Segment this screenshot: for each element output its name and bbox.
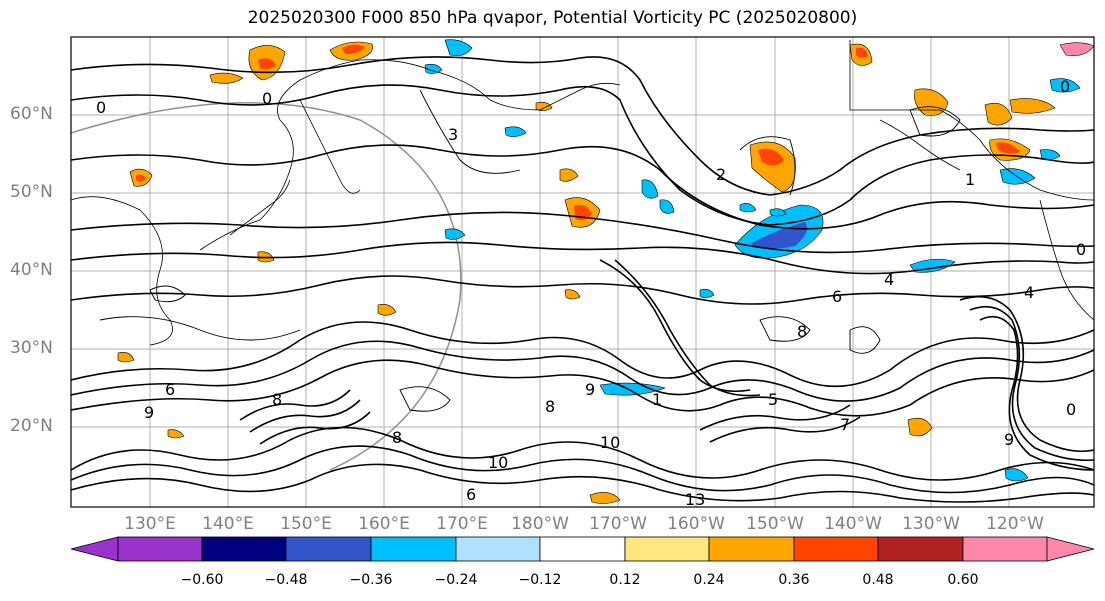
contour-label: 5 (768, 390, 778, 409)
colorbar-tick: 0.36 (778, 572, 810, 588)
contour-label: 9 (144, 403, 154, 422)
colorbar-tick: −0.60 (180, 572, 224, 588)
colorbar-segment (539, 536, 626, 562)
colorbar-segment (455, 536, 541, 562)
colorbar-segment (793, 536, 879, 562)
colorbar-tick: −0.48 (264, 572, 308, 588)
coastlines (71, 40, 1094, 346)
lon-label-130w: 130°W (902, 514, 960, 534)
colorbar-tick: 0.60 (947, 572, 979, 588)
lon-label-170w: 170°W (589, 514, 647, 534)
contour-label: 1 (652, 390, 662, 409)
colorbar-segment (708, 536, 795, 562)
contour-label: 0 (96, 98, 106, 117)
colorbar-tick: 0.48 (862, 572, 894, 588)
lon-label-150e: 150°E (280, 514, 332, 534)
colorbar-segment (624, 536, 710, 562)
contour-label: 6 (832, 287, 842, 306)
colorbar-tick: −0.12 (518, 572, 562, 588)
colorbar-segment (117, 536, 203, 562)
contour-label: 2 (716, 165, 726, 184)
contour-label: 0 (1066, 400, 1076, 419)
contour-label: 8 (392, 428, 402, 447)
contour-label: 3 (448, 125, 458, 144)
colorbar-extend-low (70, 536, 119, 562)
lat-label-30n: 30°N (10, 338, 53, 358)
colorbar-segment (370, 536, 457, 562)
map-panel: 0 0 3 2 4 6 8 4 0 0 9 8 1 5 7 6 9 8 8 10… (71, 37, 1094, 509)
reference-circle (71, 102, 462, 471)
contour-lines (71, 56, 1094, 503)
contour-label: 10 (488, 453, 508, 472)
contour-label: 4 (884, 270, 894, 289)
lon-label-130e: 130°E (124, 514, 176, 534)
lon-label-140w: 140°W (824, 514, 882, 534)
contour-label: 9 (585, 380, 595, 399)
colorbar-tick: −0.24 (434, 572, 478, 588)
contour-label: 7 (840, 415, 850, 434)
colorbar-segment (877, 536, 964, 562)
lon-label-160w: 160°W (667, 514, 725, 534)
gridlines (71, 37, 1094, 507)
contour-label: 8 (797, 322, 807, 341)
map-title: 2025020300 F000 850 hPa qvapor, Potentia… (247, 8, 858, 28)
contour-lines-thin (99, 89, 961, 412)
map-frame (70, 36, 1095, 508)
colorbar-segment (201, 536, 287, 562)
colorbar-tick: 0.24 (693, 572, 725, 588)
colorbar-segment (285, 536, 372, 562)
contour-label: 8 (272, 390, 282, 409)
contour-label: 8 (545, 397, 555, 416)
contour-label: 10 (600, 433, 620, 452)
colorbar (70, 536, 1095, 562)
colorbar-tick: −0.36 (349, 572, 393, 588)
contour-label: 9 (1004, 430, 1014, 449)
contour-label: 6 (466, 485, 476, 504)
lon-label-120w: 120°W (986, 514, 1044, 534)
contour-label: 6 (165, 380, 175, 399)
lon-label-180w: 180°W (511, 514, 569, 534)
lat-label-20n: 20°N (10, 416, 53, 436)
contour-label: 1 (965, 170, 975, 189)
contour-label: 0 (1076, 240, 1086, 259)
colorbar-segment (962, 536, 1048, 562)
contour-label: 0 (1060, 77, 1070, 96)
colorbar-extend-high (1046, 536, 1095, 562)
lon-label-170e: 170°E (436, 514, 488, 534)
lon-label-160e: 160°E (358, 514, 410, 534)
colorbar-tick: 0.12 (609, 572, 641, 588)
lon-label-140e: 140°E (202, 514, 254, 534)
lat-label-50n: 50°N (10, 182, 53, 202)
contour-label: 4 (1024, 283, 1034, 302)
contour-label: 0 (262, 89, 272, 108)
lat-label-40n: 40°N (10, 260, 53, 280)
lat-label-60n: 60°N (10, 104, 53, 124)
contour-label: 13 (685, 490, 705, 509)
lon-label-150w: 150°W (746, 514, 804, 534)
contour-labels: 0 0 3 2 4 6 8 4 0 0 9 8 1 5 7 6 9 8 8 10… (96, 77, 1086, 509)
